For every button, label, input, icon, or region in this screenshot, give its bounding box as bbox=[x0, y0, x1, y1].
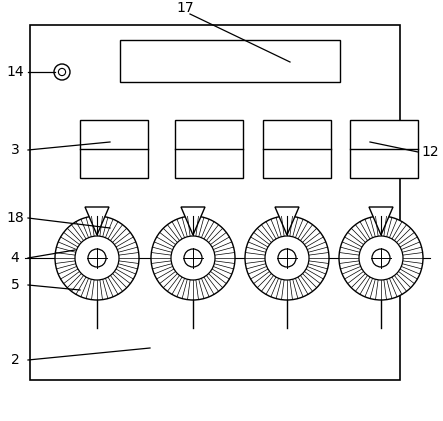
Circle shape bbox=[55, 216, 139, 300]
Polygon shape bbox=[85, 207, 109, 235]
Circle shape bbox=[359, 236, 403, 280]
Circle shape bbox=[265, 236, 309, 280]
Bar bbox=[263, 120, 331, 178]
Bar bbox=[30, 25, 400, 380]
Text: 3: 3 bbox=[11, 143, 19, 157]
Text: 5: 5 bbox=[11, 278, 19, 292]
Circle shape bbox=[54, 64, 70, 80]
Circle shape bbox=[58, 68, 66, 76]
Circle shape bbox=[245, 216, 329, 300]
Text: 2: 2 bbox=[11, 353, 19, 367]
Circle shape bbox=[339, 216, 423, 300]
Circle shape bbox=[278, 249, 296, 267]
Bar bbox=[120, 40, 340, 82]
Polygon shape bbox=[275, 207, 299, 235]
Polygon shape bbox=[369, 207, 393, 235]
Text: 18: 18 bbox=[6, 211, 24, 225]
Circle shape bbox=[184, 249, 202, 267]
Polygon shape bbox=[181, 207, 205, 235]
Text: 14: 14 bbox=[6, 65, 24, 79]
Bar bbox=[80, 120, 148, 178]
Circle shape bbox=[372, 249, 390, 267]
Text: 12: 12 bbox=[421, 145, 439, 159]
Circle shape bbox=[88, 249, 106, 267]
Bar bbox=[175, 120, 243, 178]
Text: 4: 4 bbox=[11, 251, 19, 265]
Circle shape bbox=[75, 236, 119, 280]
Text: 17: 17 bbox=[176, 1, 194, 15]
Circle shape bbox=[151, 216, 235, 300]
Circle shape bbox=[171, 236, 215, 280]
Bar bbox=[350, 120, 418, 178]
